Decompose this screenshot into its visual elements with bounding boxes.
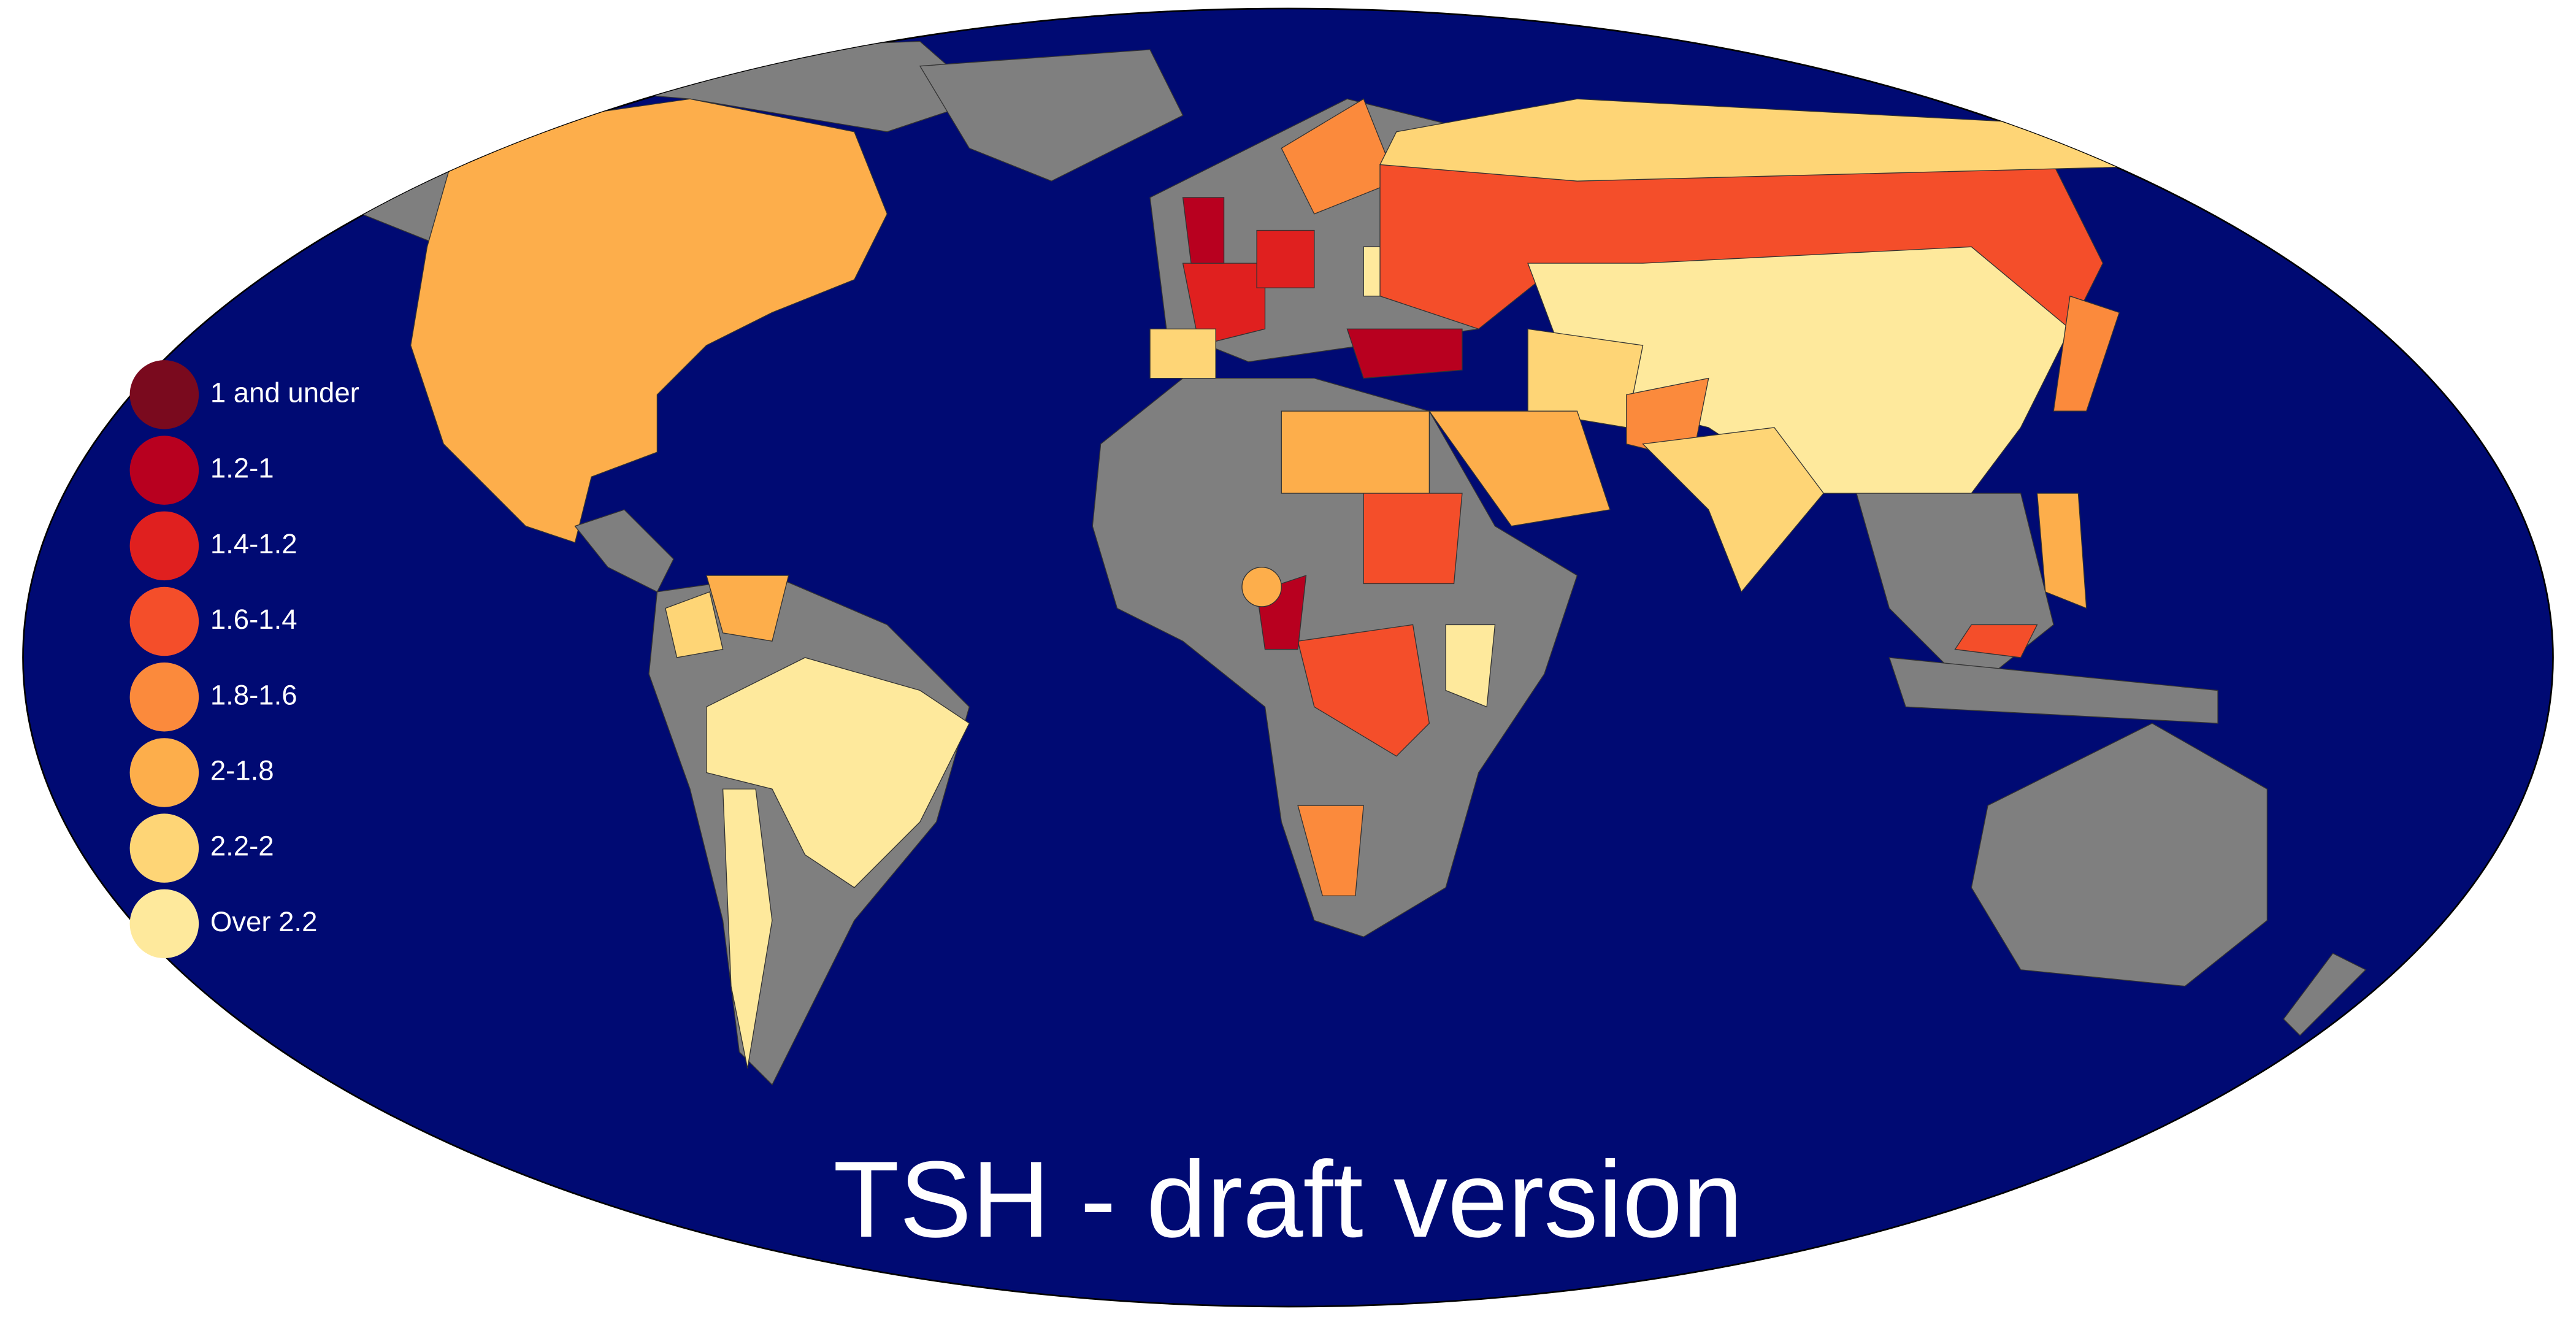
germany <box>1256 229 1315 288</box>
legend-swatch <box>129 813 199 883</box>
venezuela <box>705 575 789 642</box>
japan <box>2053 295 2120 412</box>
legend: 1 and under 1.2-1 1.4-1.2 1.6-1.4 1.8-1.6 2-1… <box>129 360 359 959</box>
legend-label: 1 and under <box>210 377 359 408</box>
greenland <box>919 49 1184 182</box>
new-zealand <box>2283 953 2367 1036</box>
legend-swatch <box>129 738 199 807</box>
legend-label: 1.4-1.2 <box>210 528 297 559</box>
indonesia <box>1888 657 2218 724</box>
spain <box>1149 328 1216 379</box>
sudan <box>1363 493 1463 585</box>
namibia <box>1297 805 1364 897</box>
dr-congo <box>1297 624 1430 757</box>
legend-label: 1.2-1 <box>210 453 274 484</box>
legend-swatch <box>129 511 199 581</box>
united-kingdom <box>1182 197 1225 264</box>
malaysia <box>1954 624 2038 658</box>
nigeria <box>1241 566 1282 607</box>
libya-egypt <box>1281 410 1430 494</box>
legend-swatch <box>129 662 199 732</box>
kenya <box>1445 624 1496 708</box>
australia <box>1971 723 2268 987</box>
legend-label: Over 2.2 <box>210 906 318 937</box>
legend-label: 2-1.8 <box>210 755 274 786</box>
map-title: TSH - draft version <box>833 1139 1742 1260</box>
legend-swatch <box>129 586 199 656</box>
turkey <box>1346 328 1463 379</box>
legend-swatch <box>129 360 199 429</box>
legend-label: 1.6-1.4 <box>210 604 297 635</box>
legend-label: 2.2-2 <box>210 831 274 862</box>
philippines <box>2036 493 2087 609</box>
saudi-arabia <box>1428 410 1611 527</box>
countries <box>294 40 2367 1086</box>
brazil <box>706 657 970 888</box>
france <box>1182 263 1266 346</box>
india <box>1642 427 1825 593</box>
legend-swatch <box>129 436 199 505</box>
legend-label: 1.8-1.6 <box>210 679 297 710</box>
central-america <box>574 509 675 593</box>
north-america <box>410 98 888 543</box>
colombia <box>665 591 724 658</box>
legend-swatch <box>129 889 199 959</box>
chile <box>722 788 773 1069</box>
